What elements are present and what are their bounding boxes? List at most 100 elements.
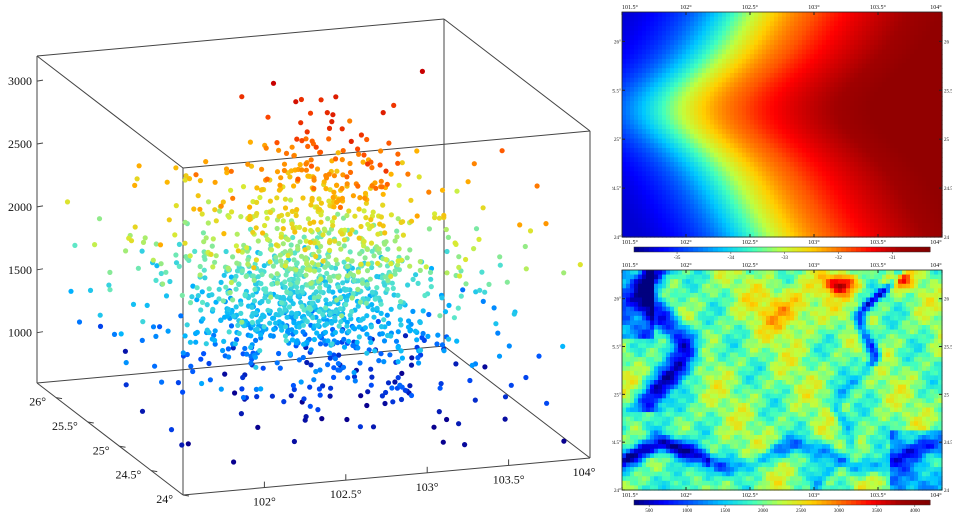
heatmap-cell [722,40,727,46]
heatmap-cell [794,63,799,69]
heatmap-cell [714,54,719,60]
heatmap-cell [786,204,791,210]
scatter-point [511,311,517,317]
heatmap-cell [706,49,711,55]
heatmap-cell [858,30,863,37]
scatter-point [361,243,367,249]
heatmap-cell [654,91,659,97]
heatmap-cell [682,190,687,196]
scatter-point [365,261,371,267]
scatter-point [382,230,388,236]
scatter-point [435,332,441,338]
heatmap-cell [818,82,823,88]
heatmap-cell [934,138,939,144]
scatter-3d-chart: 10001500200025003000102°102.5°103°103.5°… [8,18,596,509]
heatmap-cell [702,199,707,205]
scatter-point [281,161,288,167]
scatter-point [477,287,483,293]
heatmap-cell [874,77,879,83]
heatmap-cell [882,63,887,69]
heatmap-cell [682,101,687,107]
heatmap-cell [910,119,915,126]
heatmap-cell [902,105,907,112]
scatter-point [289,337,296,343]
heatmap-cell [638,87,643,93]
heatmap-cell [810,147,815,154]
heatmap-cell [718,58,723,65]
heatmap-cell [882,40,887,46]
heatmap-cell [858,21,863,27]
heatmap-cell [782,12,787,18]
heatmap-cell [930,143,935,149]
heatmap-cell [758,110,763,116]
heatmap-cell [646,40,651,46]
heatmap-cell [730,44,735,51]
heatmap-cell [890,147,895,154]
heatmap-cell [826,138,831,144]
heatmap-cell [670,63,675,69]
z-tick-label: 1500 [8,263,32,277]
heatmap-cell [722,115,727,121]
scatter-point [395,262,401,268]
heatmap-cell [782,35,787,41]
heatmap-cell [770,77,775,83]
heatmap-cell [682,26,687,32]
heatmap-cell [678,157,683,163]
scatter-point [344,287,350,293]
heatmap-cell [934,77,939,83]
heatmap-cell [858,115,863,121]
scatter-point [385,332,391,339]
heatmap-cell [634,180,639,187]
heatmap-cell [758,21,763,27]
heatmap-cell [654,21,659,27]
heatmap-cell [634,194,639,201]
heatmap-cell [782,21,787,27]
heatmap-cell [858,138,863,144]
heatmap-cell [674,129,679,135]
heatmap-cell [682,171,687,177]
heatmap-cell [802,204,807,210]
heatmap-cell [882,166,887,172]
heatmap-cell [806,119,811,126]
heatmap-cell [938,40,943,46]
heatmap-cell [906,77,911,83]
heatmap-cell [926,30,931,37]
heatmap-cell [770,199,775,205]
heatmap-cell [822,204,827,210]
heatmap-cell [866,157,871,163]
heatmap-cell [794,162,799,168]
heatmap-cell [790,176,795,182]
heatmap-cell [690,110,695,116]
heatmap-cell [794,185,799,191]
heatmap-cell [714,204,719,210]
heatmap-cell [798,176,803,182]
scatter-point [332,315,338,321]
heatmap-cell [818,63,823,69]
heatmap-cell [894,129,899,135]
heatmap-cell [626,115,631,121]
heatmap-cell [686,143,691,149]
heatmap-cell [926,185,931,191]
scatter-point [212,337,218,343]
scatter-point [158,261,164,267]
heatmap-cell [706,185,711,191]
scatter-point [332,238,338,244]
heatmap-cell [938,190,943,196]
heatmap-cell [782,63,787,69]
heatmap-cell [782,166,787,172]
heatmap-cell [762,110,767,116]
scatter-point [457,273,463,279]
heatmap-cell [658,171,663,177]
heatmap-cell [934,199,939,205]
heatmap-cell [630,204,635,210]
scatter-point [304,129,310,135]
heatmap-cell [846,176,851,182]
heatmap-cell [658,185,663,191]
heatmap-cell [726,68,731,74]
heatmap-cell [694,68,699,74]
heatmap-cell [714,143,719,149]
heatmap-cell [698,16,703,22]
heatmap-cell [626,101,631,107]
scatter-point [210,306,216,312]
heatmap-cell [786,208,791,215]
